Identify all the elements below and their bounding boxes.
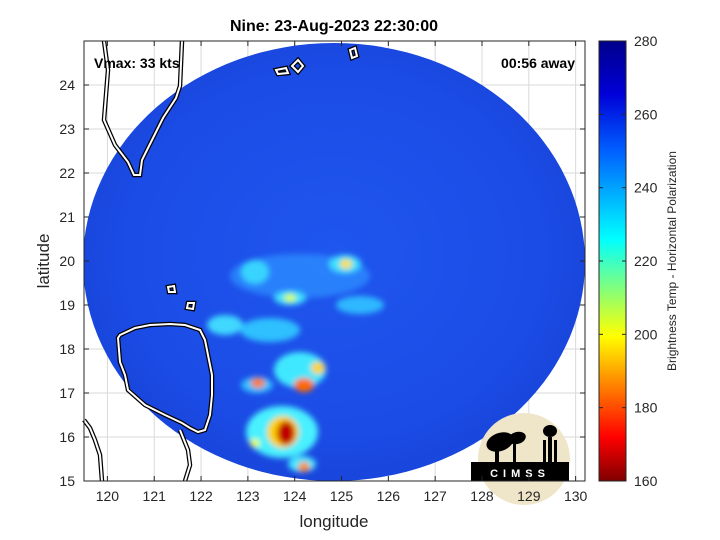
- x-tick-label: 130: [564, 488, 588, 504]
- coast-island-1-white: [274, 66, 290, 76]
- cell-small-yellow: [250, 439, 260, 447]
- y-tick-label: 21: [59, 209, 75, 225]
- cell-east-yellow: [311, 362, 325, 374]
- coast-island-3-white: [348, 46, 359, 60]
- y-tick-label: 18: [59, 341, 75, 357]
- colorbar-ticks: 160 180 200 220 240 260 280: [599, 33, 658, 489]
- chart-title: Nine: 23-Aug-2023 22:30:00: [230, 18, 438, 35]
- convection-layer: [207, 254, 384, 472]
- x-tick-label: 124: [283, 488, 307, 504]
- cell-south-band: [274, 352, 326, 388]
- colorbar-tick-label: 240: [634, 180, 658, 196]
- x-tick-label: 120: [96, 488, 120, 504]
- cell-mid-left: [207, 315, 243, 335]
- y-tick-label: 17: [59, 385, 75, 401]
- y-axis-label: latitude: [34, 234, 53, 289]
- colorbar-tick-label: 200: [634, 326, 658, 342]
- logo-text: CIMSS: [490, 468, 550, 480]
- x-tick-label: 129: [517, 488, 541, 504]
- coast-luzon: [116, 322, 213, 434]
- y-tick-label: 19: [59, 297, 75, 313]
- time-away-annotation: 00:56 away: [501, 55, 575, 71]
- vmax-annotation: Vmax: 33 kts: [94, 55, 180, 71]
- x-axis-label: longitude: [299, 512, 368, 531]
- cell-mid: [240, 318, 300, 342]
- coastlines-white: [83, 40, 359, 482]
- coast-island-4-white: [166, 284, 177, 293]
- x-tick-label: 126: [377, 488, 401, 504]
- cell-red-core: [277, 421, 295, 445]
- y-tick-label: 15: [59, 473, 75, 489]
- colorbar: [598, 40, 627, 482]
- y-tick-label: 16: [59, 429, 75, 445]
- x-tick-label: 128: [470, 488, 494, 504]
- y-tick-label: 22: [59, 165, 75, 181]
- cell-east-orange: [294, 378, 314, 392]
- x-tick-label: 121: [143, 488, 167, 504]
- x-tick-label: 123: [236, 488, 260, 504]
- logo-band: [471, 462, 569, 481]
- colorbar-tick-label: 220: [634, 253, 658, 269]
- y-tick-label: 24: [59, 77, 75, 93]
- cimss-logo: CIMSS: [471, 413, 570, 505]
- cell-center-yellow: [284, 294, 296, 302]
- colorbar-tick-label: 160: [634, 473, 658, 489]
- coast-island-2-white: [290, 58, 305, 74]
- coast-luzon-south-white: [179, 429, 192, 482]
- cell-west-orange: [251, 378, 265, 388]
- cell-small-orange: [298, 462, 310, 472]
- coast-west-land-white: [83, 419, 103, 482]
- rainband-trail: [336, 296, 384, 314]
- x-axis: 120 121 122 123 124 125 126 127 128 129 130: [96, 41, 588, 504]
- x-tick-label: 122: [189, 488, 213, 504]
- logo-tower-icon: [543, 425, 557, 462]
- colorbar-tick-label: 260: [634, 106, 658, 122]
- coast-island-5-white: [185, 302, 196, 311]
- y-tick-label: 20: [59, 253, 75, 269]
- x-tick-label: 125: [330, 488, 354, 504]
- colorbar-tick-label: 280: [634, 33, 658, 49]
- y-axis: 15 16 17 18 19 20 21 22 23 24: [59, 77, 585, 489]
- rainband-north: [241, 260, 269, 284]
- colorbar-tick-label: 180: [634, 400, 658, 416]
- y-tick-label: 23: [59, 121, 75, 137]
- logo-dish-icon: [486, 431, 526, 462]
- x-tick-label: 127: [423, 488, 447, 504]
- colorbar-label: Brightness Temp - Horizontal Polarizatio…: [665, 151, 679, 371]
- cell-north-yellow: [340, 259, 352, 269]
- coast-taiwan: [102, 40, 183, 176]
